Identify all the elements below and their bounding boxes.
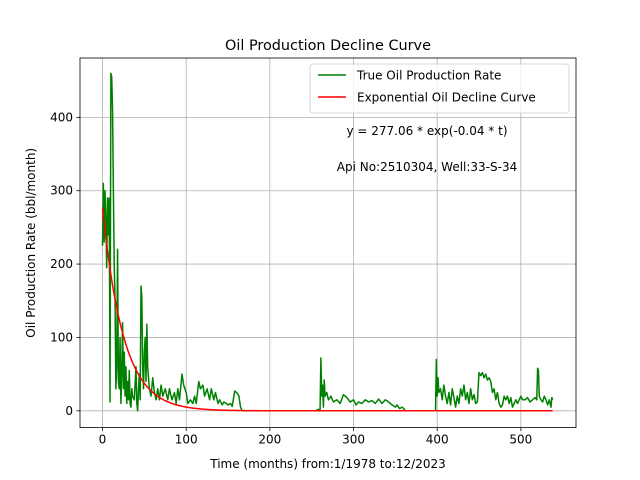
x-tick-label: 100 <box>175 433 198 447</box>
legend-box <box>309 63 570 114</box>
y-ticks: 0 100 200 300 400 <box>50 110 80 418</box>
plot-frame <box>79 57 577 429</box>
series-true-oil-production-rate <box>101 72 554 412</box>
series-exponential-decline-curve <box>101 207 553 412</box>
y-axis-title: Oil Production Rate (bbl/month) <box>24 148 38 338</box>
grid <box>80 58 576 428</box>
y-tick-label: 0 <box>65 404 73 418</box>
fit-equation-annotation: y = 277.06 * exp(-0.04 * t) <box>346 124 507 138</box>
y-tick-label: 400 <box>50 110 73 124</box>
y-tick-label: 200 <box>50 257 73 271</box>
x-tick-label: 0 <box>99 433 107 447</box>
x-ticks: 0 100 200 300 400 500 <box>99 427 532 447</box>
x-axis-title: Time (months) from:1/1978 to:12/2023 <box>209 457 446 471</box>
well-info-annotation: Api No:2510304, Well:33-S-34 <box>337 160 517 174</box>
x-tick-label: 500 <box>509 433 532 447</box>
legend: True Oil Production Rate Exponential Oil… <box>309 63 570 114</box>
x-tick-label: 300 <box>342 433 365 447</box>
legend-label-true-rate: True Oil Production Rate <box>356 69 501 83</box>
x-tick-label: 200 <box>258 433 281 447</box>
legend-label-decline-curve: Exponential Oil Decline Curve <box>357 91 536 105</box>
y-tick-label: 300 <box>50 184 73 198</box>
chart-title: Oil Production Decline Curve <box>225 38 431 54</box>
x-tick-label: 400 <box>426 433 449 447</box>
y-tick-label: 100 <box>50 330 73 344</box>
